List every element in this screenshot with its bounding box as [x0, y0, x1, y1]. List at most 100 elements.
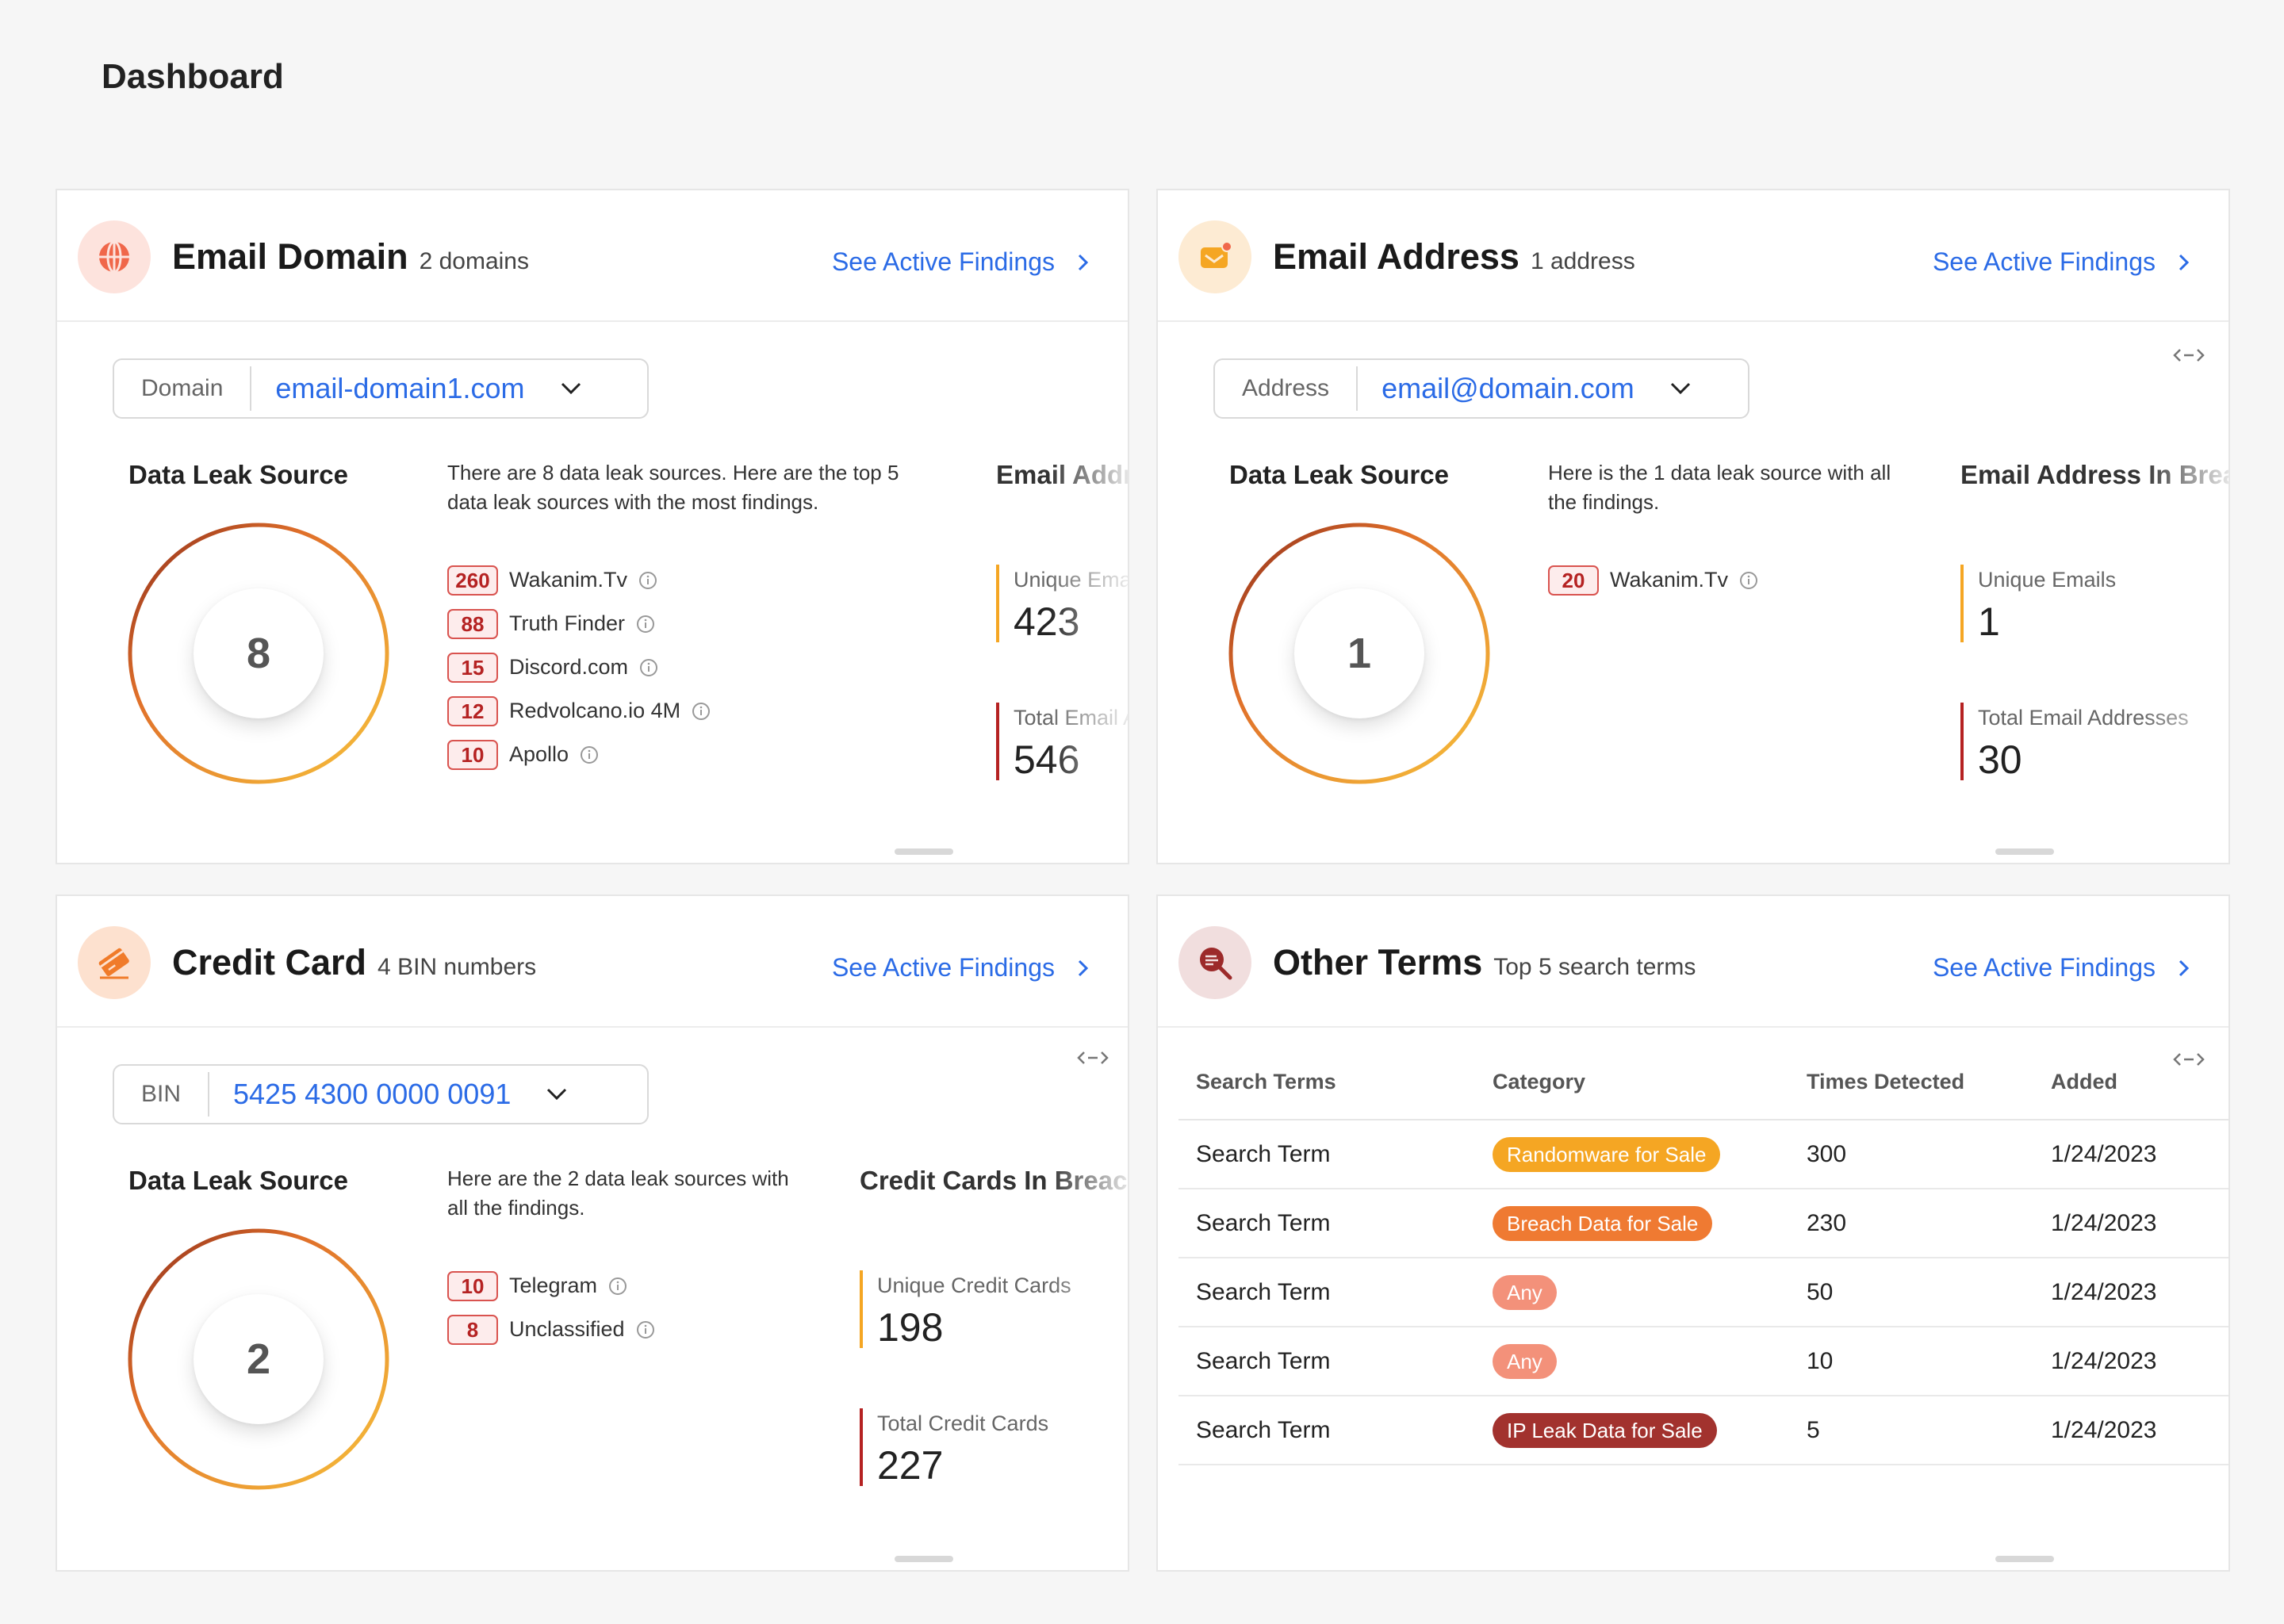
category-badge: Any	[1493, 1274, 1557, 1310]
card-title: Other Terms Top 5 search terms	[1273, 942, 1696, 982]
ring-value: 1	[1294, 588, 1424, 718]
table-row[interactable]: Search Term Any 10 1/24/2023	[1178, 1327, 2228, 1396]
search-terms-table: Search Terms Category Times Detected Add…	[1178, 1045, 2228, 1465]
section-title: Data Leak Source	[128, 1166, 348, 1195]
select-label: Domain	[114, 366, 252, 411]
table-row[interactable]: Search Term IP Leak Data for Sale 5 1/24…	[1178, 1396, 2228, 1465]
card-header: Email Address 1 address See Active Findin…	[1158, 190, 2228, 322]
info-icon[interactable]	[1739, 571, 1758, 590]
horizontal-scrollbar[interactable]	[1995, 1556, 2054, 1562]
source-description: Here are the 2 data leak sources with al…	[447, 1166, 789, 1220]
domain-select[interactable]: Domain email-domain1.com	[113, 358, 649, 419]
expand-horizontal-icon[interactable]	[1077, 1048, 1109, 1067]
term-cell: Search Term	[1178, 1327, 1475, 1396]
count-badge: 10	[447, 1270, 498, 1301]
table-row[interactable]: Search Term Breach Data for Sale 230 1/2…	[1178, 1189, 2228, 1258]
horizontal-scrollbar[interactable]	[895, 1556, 953, 1562]
select-value: email@domain.com	[1382, 372, 1634, 404]
see-active-findings-link[interactable]: See Active Findings	[1933, 247, 2190, 277]
source-list: 260 Wakanim.Tv 88 Truth Finder 15 Discord.c…	[447, 558, 711, 776]
date-cell: 1/24/2023	[2033, 1396, 2228, 1465]
see-active-findings-link[interactable]: See Active Findings	[832, 247, 1090, 277]
info-icon[interactable]	[636, 1320, 655, 1339]
date-cell: 1/24/2023	[2033, 1327, 2228, 1396]
card-header: Credit Card 4 BIN numbers See Active Find…	[57, 896, 1128, 1028]
table-row[interactable]: Search Term Randomware for Sale 300 1/24…	[1178, 1120, 2228, 1189]
column-header[interactable]: Search Terms	[1178, 1045, 1475, 1120]
horizontal-scrollbar[interactable]	[895, 848, 953, 855]
source-name: Apollo	[509, 742, 569, 766]
source-name: Unclassified	[509, 1317, 625, 1341]
see-active-findings-link[interactable]: See Active Findings	[832, 953, 1090, 982]
source-name: Redvolcano.io 4M	[509, 699, 681, 722]
times-cell: 50	[1789, 1258, 2033, 1327]
list-item: 260 Wakanim.Tv	[447, 558, 711, 602]
page-title: Dashboard	[102, 57, 284, 96]
count-badge: 15	[447, 652, 498, 683]
count-badge: 10	[447, 739, 498, 770]
table-row[interactable]: Search Term Any 50 1/24/2023	[1178, 1258, 2228, 1327]
stat-total-cards: Total Credit Cards 227	[860, 1408, 1048, 1488]
source-name: Truth Finder	[509, 611, 626, 635]
count-badge: 88	[447, 608, 498, 639]
credit-card-card: Credit Card 4 BIN numbers See Active Find…	[56, 894, 1129, 1572]
category-badge: Any	[1493, 1343, 1557, 1379]
info-icon[interactable]	[580, 745, 599, 764]
stat-value: 30	[1978, 737, 2022, 782]
info-icon[interactable]	[639, 658, 658, 677]
source-description: There are 8 data leak sources. Here are …	[447, 461, 899, 514]
list-item: 15 Discord.com	[447, 645, 711, 689]
info-icon[interactable]	[636, 615, 655, 634]
ring-value: 8	[194, 588, 324, 718]
card-subtitle: 1 address	[1530, 248, 1635, 274]
section-title: Data Leak Source	[1229, 460, 1449, 489]
list-item: 20 Wakanim.Tv	[1548, 558, 1758, 602]
count-badge: 20	[1548, 565, 1599, 596]
stat-value: 227	[877, 1443, 944, 1488]
source-name: Wakanim.Tv	[509, 568, 628, 592]
info-icon[interactable]	[638, 571, 657, 590]
select-value: 5425 4300 0000 0091	[233, 1078, 512, 1110]
horizontal-scrollbar[interactable]	[1995, 848, 2054, 855]
mail-icon	[1178, 220, 1251, 293]
credit-card-icon	[78, 926, 151, 999]
chevron-right-icon	[1078, 959, 1089, 976]
info-icon[interactable]	[692, 702, 711, 721]
source-count-ring: 8	[127, 522, 390, 785]
source-list: 20 Wakanim.Tv	[1548, 558, 1758, 602]
email-address-card: Email Address 1 address See Active Findin…	[1156, 189, 2230, 864]
date-cell: 1/24/2023	[2033, 1120, 2228, 1189]
see-active-findings-link[interactable]: See Active Findings	[1933, 953, 2190, 982]
chevron-down-icon	[561, 382, 581, 395]
bin-select[interactable]: BIN 5425 4300 0000 0091	[113, 1064, 649, 1124]
source-list: 10 Telegram 8 Unclassified	[447, 1264, 655, 1351]
count-badge: 8	[447, 1314, 498, 1345]
column-header[interactable]: Added	[2033, 1045, 2228, 1120]
stat-unique-emails: Unique Emails 1	[1960, 565, 2116, 644]
count-badge: 12	[447, 695, 498, 726]
stat-label: Unique Emails	[1978, 568, 2117, 592]
stat-label: Unique Credit Cards	[877, 1274, 1071, 1297]
column-header[interactable]: Times Detected	[1789, 1045, 2033, 1120]
term-cell: Search Term	[1178, 1189, 1475, 1258]
chevron-right-icon	[2179, 254, 2190, 270]
card-subtitle: Top 5 search terms	[1493, 954, 1696, 980]
section-title: Data Leak Source	[128, 460, 348, 489]
stat-value: 1	[1978, 599, 2000, 644]
select-label: Address	[1215, 366, 1359, 411]
address-select[interactable]: Address email@domain.com	[1213, 358, 1749, 419]
card-header: Other Terms Top 5 search terms See Active…	[1158, 896, 2228, 1028]
card-subtitle: 2 domains	[419, 248, 529, 274]
term-cell: Search Term	[1178, 1396, 1475, 1465]
times-cell: 300	[1789, 1120, 2033, 1189]
chevron-right-icon	[1078, 254, 1089, 270]
expand-horizontal-icon[interactable]	[2173, 346, 2205, 365]
term-cell: Search Term	[1178, 1258, 1475, 1327]
category-badge: Breach Data for Sale	[1493, 1205, 1713, 1241]
date-cell: 1/24/2023	[2033, 1258, 2228, 1327]
column-header[interactable]: Category	[1475, 1045, 1789, 1120]
select-label: BIN	[114, 1072, 210, 1116]
info-icon[interactable]	[608, 1277, 627, 1296]
chevron-down-icon	[1670, 382, 1690, 395]
count-badge: 260	[447, 565, 498, 596]
